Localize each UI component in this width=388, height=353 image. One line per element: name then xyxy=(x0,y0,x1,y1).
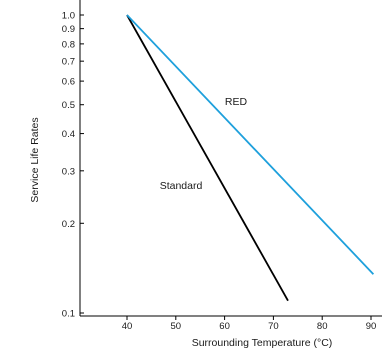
y-tick-label: 0.3 xyxy=(62,166,75,177)
x-tick-label: 90 xyxy=(366,321,377,332)
series-label-red: RED xyxy=(225,96,248,108)
y-axis-label: Service Life Rates xyxy=(29,117,41,202)
x-tick-label: 50 xyxy=(171,321,182,332)
y-tick-label: 0.7 xyxy=(62,57,75,68)
x-tick-label: 70 xyxy=(268,321,279,332)
y-tick-label: 0.9 xyxy=(62,24,75,35)
series-label-standard: Standard xyxy=(160,180,203,192)
ticks: 1.0 0.9 0.8 0.7 0.6 0.5 0.4 0.3 0.2 0.1 40 50 60 70 80… xyxy=(62,11,377,333)
y-tick-label: 0.5 xyxy=(62,100,75,111)
axes xyxy=(79,0,382,317)
series-line-standard xyxy=(126,14,289,302)
series-group: Standard RED xyxy=(126,14,375,302)
y-tick-label: 0.6 xyxy=(62,77,75,88)
y-tick-label: 0.2 xyxy=(62,219,75,230)
x-tick-label: 80 xyxy=(317,321,328,332)
x-tick-label: 40 xyxy=(122,321,133,332)
x-tick-label: 60 xyxy=(219,321,230,332)
y-tick-label: 1.0 xyxy=(62,11,75,22)
series-line-red xyxy=(126,14,375,275)
y-tick-label: 0.8 xyxy=(62,39,75,50)
x-axis-label: Surrounding Temperature (°C) xyxy=(192,337,333,349)
y-tick-label: 0.4 xyxy=(62,129,75,140)
y-tick-label: 0.1 xyxy=(62,309,75,320)
